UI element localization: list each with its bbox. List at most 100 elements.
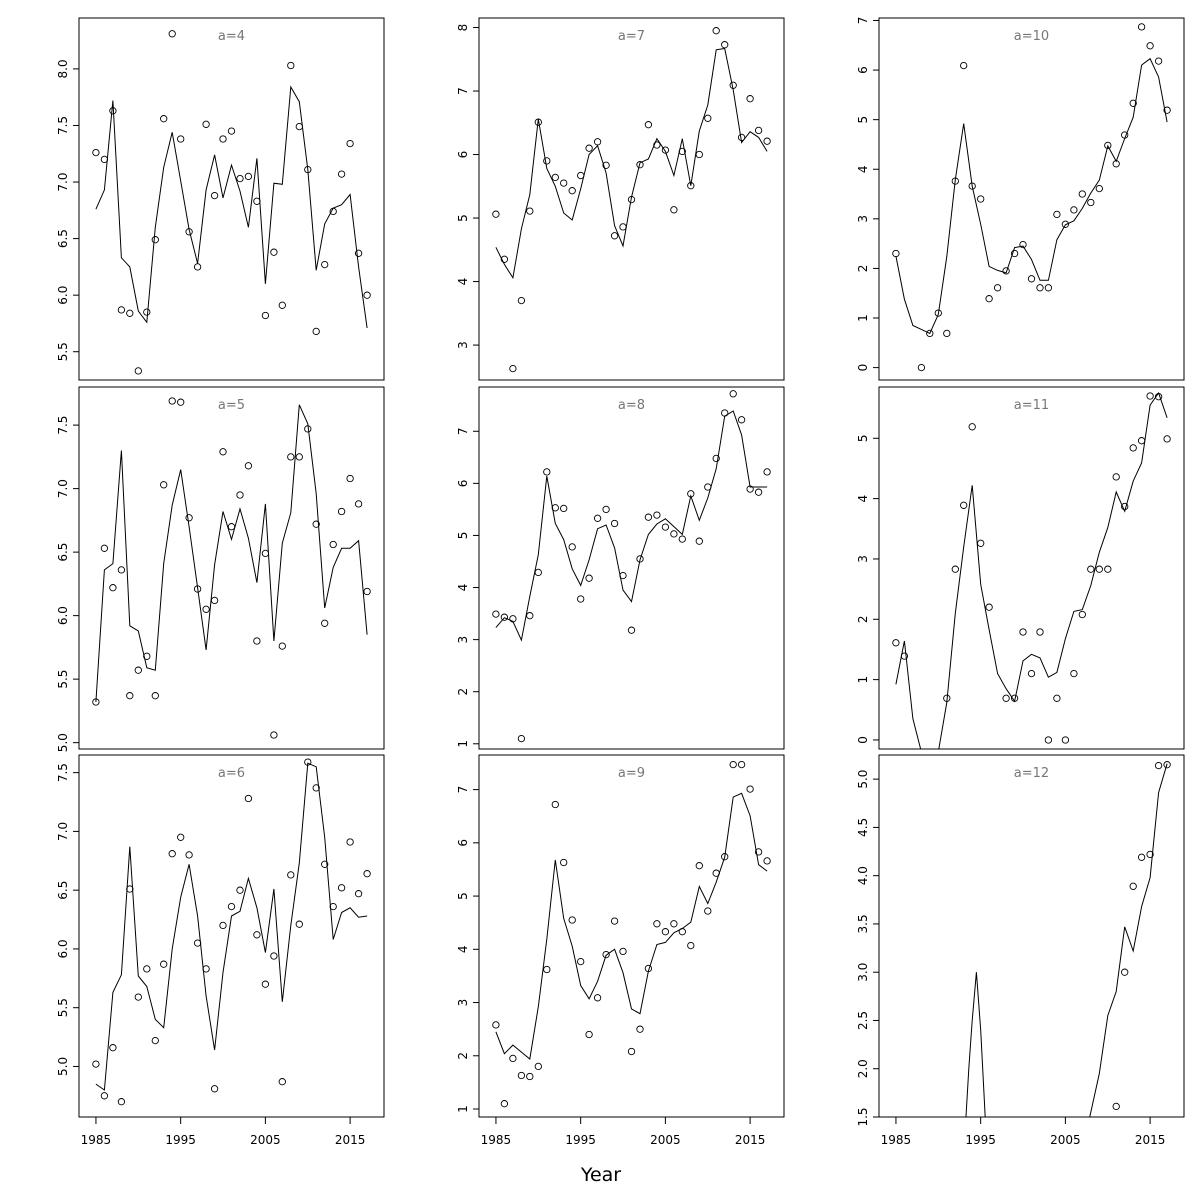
data-point xyxy=(687,941,695,950)
data-point xyxy=(295,122,303,131)
y-tick-label: 5 xyxy=(456,532,470,540)
plot-area xyxy=(892,23,1171,372)
data-point xyxy=(509,364,517,373)
data-point xyxy=(610,917,619,925)
data-point xyxy=(627,1047,636,1056)
data-point xyxy=(1137,853,1146,861)
data-point xyxy=(517,734,526,743)
data-point xyxy=(960,61,968,70)
data-point xyxy=(619,947,627,956)
data-point xyxy=(951,565,959,573)
plot-area xyxy=(92,30,371,375)
panels: a=4 5.5 6.0 6.5 7.0 7.5 8.0 a=5 5.0 5.5 6.0 6.5 7.0 7… xyxy=(56,17,1185,1147)
plot-frame xyxy=(78,17,385,381)
data-point xyxy=(729,390,737,398)
panel: a=12 1.5 2.0 2.5 3.0 3.5 4.0 4.5 5.0 1985 1995 2005… xyxy=(856,754,1185,1147)
y-tick-label: 4 xyxy=(856,165,870,173)
data-point xyxy=(151,1036,159,1045)
data-point xyxy=(1053,694,1061,702)
data-point xyxy=(219,921,227,930)
data-point xyxy=(543,157,551,165)
data-point xyxy=(1104,141,1112,150)
data-point xyxy=(737,133,746,142)
y-tick-label: 0 xyxy=(856,736,870,744)
panel-label: a=11 xyxy=(1014,398,1049,413)
data-point xyxy=(1044,736,1053,744)
plot-frame xyxy=(478,17,785,381)
data-point xyxy=(278,1078,286,1086)
data-point xyxy=(619,571,627,580)
data-point xyxy=(1095,565,1103,573)
data-point xyxy=(304,758,312,766)
data-point xyxy=(763,468,771,476)
data-point xyxy=(312,520,320,528)
data-point xyxy=(737,416,746,424)
panel: a=10 0 1 2 3 4 5 6 7 xyxy=(856,17,1185,381)
data-point xyxy=(943,329,951,338)
x-tick-label: 1995 xyxy=(165,1133,196,1147)
data-point xyxy=(960,501,968,509)
y-tick-label: 5.0 xyxy=(56,1057,70,1076)
data-point xyxy=(492,210,500,218)
data-point xyxy=(1070,669,1078,678)
y-tick-label: 2.5 xyxy=(856,1011,870,1030)
data-point xyxy=(917,363,926,372)
data-point xyxy=(151,236,159,244)
data-point xyxy=(577,595,585,603)
data-point xyxy=(363,291,371,299)
data-point xyxy=(585,1030,593,1039)
data-point xyxy=(517,296,526,305)
data-point xyxy=(304,425,312,433)
panel: a=4 5.5 6.0 6.5 7.0 7.5 8.0 xyxy=(56,17,385,381)
plot-frame xyxy=(478,754,785,1118)
y-tick-label: 6.0 xyxy=(56,939,70,958)
data-point xyxy=(92,1060,100,1068)
data-point xyxy=(977,539,985,547)
data-point xyxy=(534,568,542,577)
data-point xyxy=(329,207,337,216)
panel: a=6 5.0 5.5 6.0 6.5 7.0 7.5 1985 1995 2005 2015 xyxy=(56,754,385,1147)
y-tick-label: 3 xyxy=(456,636,470,644)
plot-area xyxy=(92,397,371,739)
data-point xyxy=(577,957,585,966)
data-point xyxy=(661,928,670,936)
data-point xyxy=(126,309,134,317)
y-tick-label: 3.5 xyxy=(856,914,870,933)
panel-label: a=5 xyxy=(218,398,245,413)
data-point xyxy=(551,800,559,809)
data-point xyxy=(168,850,176,858)
data-point xyxy=(100,544,109,552)
fitted-line xyxy=(895,57,1168,335)
y-tick-label: 5.0 xyxy=(856,770,870,789)
data-point xyxy=(278,642,286,650)
data-point xyxy=(492,1021,500,1029)
data-point xyxy=(526,207,534,215)
data-point xyxy=(100,155,109,164)
data-point xyxy=(143,308,151,316)
data-point xyxy=(363,870,371,878)
data-point xyxy=(1053,210,1061,219)
data-point xyxy=(670,920,678,928)
fitted-line xyxy=(95,85,368,329)
data-point xyxy=(160,960,168,968)
data-point xyxy=(270,952,278,960)
y-tick-label: 7.0 xyxy=(56,172,70,191)
panel: a=8 1 2 3 4 5 6 7 xyxy=(456,386,785,750)
data-point xyxy=(1163,435,1171,443)
data-point xyxy=(202,120,210,128)
data-point xyxy=(1087,565,1095,573)
y-tick-label: 8.0 xyxy=(56,59,70,78)
y-tick-label: 8 xyxy=(456,24,470,32)
data-point xyxy=(754,126,763,135)
data-point xyxy=(354,500,363,508)
data-point xyxy=(627,626,636,634)
data-point xyxy=(253,197,261,205)
data-point xyxy=(1002,694,1010,702)
data-point xyxy=(577,171,585,180)
y-tick-label: 7.0 xyxy=(56,479,70,498)
data-point xyxy=(1154,761,1163,770)
data-point xyxy=(134,993,142,1001)
x-tick-label: 2015 xyxy=(335,1133,366,1147)
data-point xyxy=(160,115,168,123)
plot-frame xyxy=(878,754,1185,1118)
